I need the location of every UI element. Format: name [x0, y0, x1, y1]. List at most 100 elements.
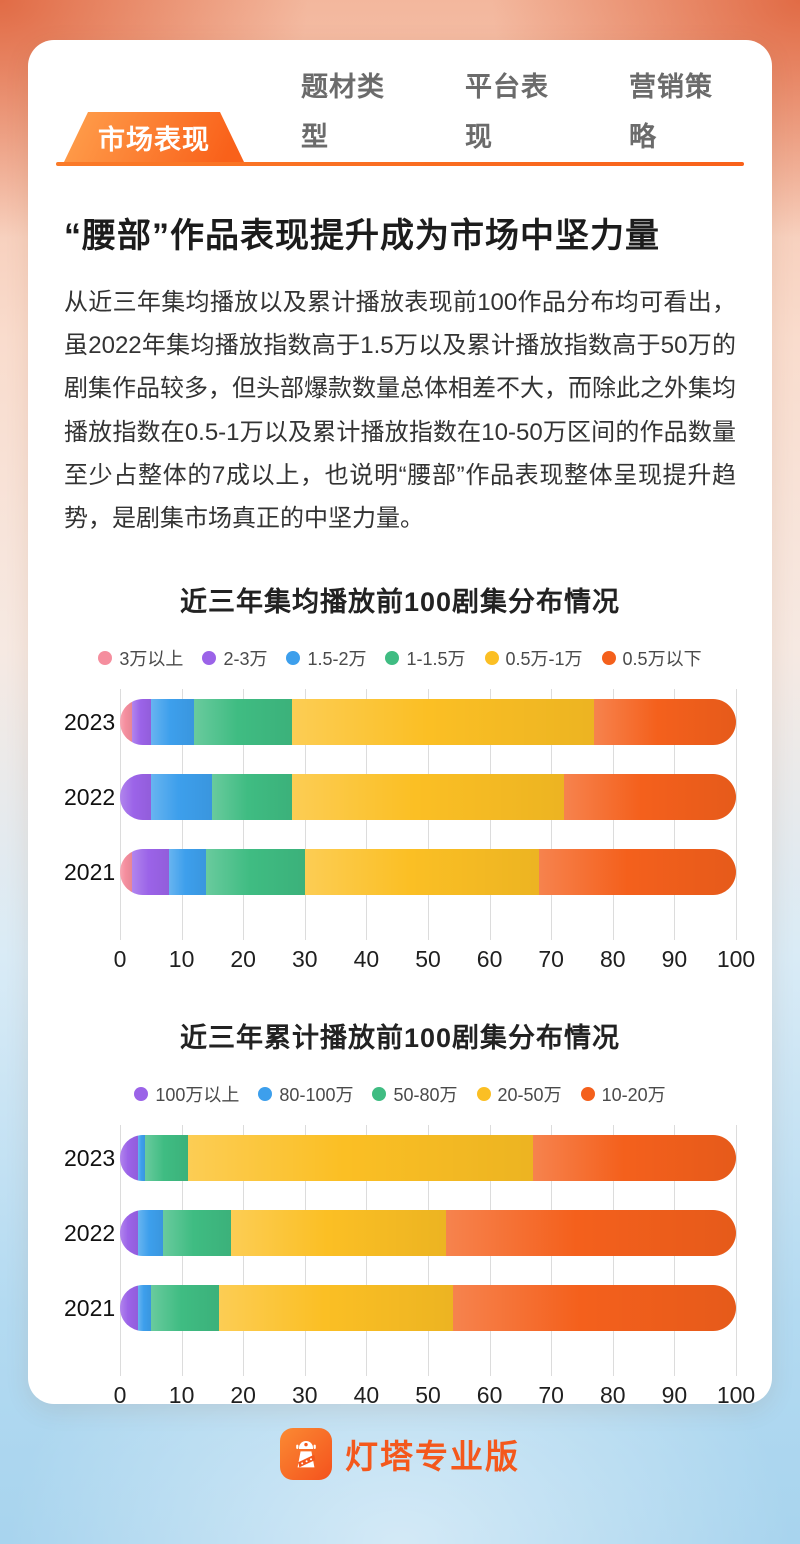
tab-2[interactable]: 平台表现 [465, 72, 549, 152]
x-axis-label: 10 [168, 1382, 195, 1404]
bar-segment [304, 849, 539, 896]
bar-segment [138, 1210, 164, 1257]
legend-swatch [484, 651, 499, 666]
legend-item: 20-50万 [476, 1081, 562, 1107]
tab-underline [56, 162, 744, 166]
x-axis: 0 10 20 30 40 50 60 70 80 90 100 [114, 946, 756, 976]
x-axis-label: 0 [113, 946, 127, 973]
x-axis: 0 10 20 30 40 50 60 70 80 90 100 [114, 1382, 756, 1404]
bar-segment [292, 774, 564, 821]
bar-segment [144, 1135, 188, 1182]
chart-legend: 3万以上 2-3万 1.5-2万 1-1.5万 0.5万-1万 0.5万以下 [64, 645, 736, 671]
y-axis-label: 2021 [64, 859, 116, 886]
legend-swatch [372, 1087, 387, 1102]
x-axis-label: 20 [230, 1382, 256, 1404]
chart-plot: 2023 2022 2021 [64, 1125, 737, 1377]
bar-segment [218, 1285, 453, 1332]
y-axis-label: 2023 [64, 1145, 116, 1172]
bar-segment [538, 849, 736, 896]
x-axis-label: 40 [353, 1382, 380, 1404]
legend-label: 80-100万 [279, 1085, 354, 1106]
tab-bar: 市场表现 题材类型 平台表现 营销策略 [64, 40, 736, 162]
legend-item: 50-80万 [372, 1081, 458, 1107]
legend-swatch [580, 1087, 595, 1102]
page-title: “腰部”作品表现提升成为市场中坚力量 [64, 217, 660, 255]
legend-label: 0.5万-1万 [505, 649, 583, 670]
legend-swatch [134, 1087, 149, 1102]
x-axis-label: 50 [415, 946, 441, 973]
legend-swatch [202, 651, 217, 666]
legend-label: 1-1.5万 [406, 649, 466, 670]
bar-segment [120, 1285, 139, 1332]
gridline [736, 689, 737, 941]
bar-segment [138, 1135, 145, 1182]
y-axis-label: 2022 [64, 1220, 116, 1247]
legend-label: 2-3万 [223, 649, 268, 670]
bar-row [120, 849, 736, 896]
legend-swatch [258, 1087, 273, 1102]
gridline [736, 1125, 737, 1377]
legend-item: 3万以上 [98, 645, 183, 671]
tab-3[interactable]: 营销策略 [629, 72, 713, 152]
tab-0[interactable]: 市场表现 [64, 112, 244, 162]
bar-segment [138, 1285, 152, 1332]
x-axis-label: 60 [476, 946, 503, 973]
bar-row [120, 1135, 736, 1182]
x-axis-label: 50 [415, 1382, 441, 1404]
summary-paragraph: 从近三年集均播放以及累计播放表现前100作品分布均可看出，虽2022年集均播放指… [64, 289, 736, 532]
bar-segment [150, 1285, 219, 1332]
legend-swatch [476, 1087, 491, 1102]
bar-segment [150, 699, 195, 746]
bar-segment [212, 774, 293, 821]
bar-segment [594, 699, 736, 746]
bar-segment [120, 699, 133, 746]
tab-1[interactable]: 题材类型 [301, 72, 385, 152]
bar-segment [120, 774, 151, 821]
legend-swatch [98, 651, 113, 666]
lighthouse-icon [296, 1441, 316, 1468]
bar-segment [230, 1210, 447, 1257]
x-axis-label: 40 [353, 946, 380, 973]
bar-segment [120, 1135, 139, 1182]
x-axis-label: 70 [538, 1382, 564, 1404]
plot-area [120, 689, 737, 941]
x-axis-label: 100 [716, 946, 756, 973]
bar-segment [163, 1210, 231, 1257]
bar-row [120, 1285, 736, 1332]
bar-segment [120, 1210, 139, 1257]
bar-row [120, 699, 736, 746]
x-axis-label: 10 [168, 946, 195, 973]
y-axis-labels: 2023 2022 2021 [64, 699, 120, 924]
legend-item: 80-100万 [258, 1081, 353, 1107]
legend-item: 1-1.5万 [385, 645, 466, 671]
bar-segment [532, 1135, 736, 1182]
legend-item: 1.5-2万 [286, 645, 366, 671]
plot-area [120, 1125, 737, 1377]
lighthouse-app-icon [280, 1428, 332, 1480]
bar-segment [120, 849, 133, 896]
bar-segment [132, 849, 170, 896]
brand-footer: 灯塔专业版 [0, 1428, 800, 1480]
bar-segment [452, 1285, 736, 1332]
bar-segment [169, 849, 207, 896]
legend-label: 100万以上 [155, 1085, 240, 1106]
legend-item: 10-20万 [580, 1081, 666, 1107]
x-axis-label: 70 [538, 946, 564, 973]
chart-title: 近三年集均播放前100剧集分布情况 [179, 587, 621, 618]
legend-item: 100万以上 [134, 1081, 239, 1107]
bar-segment [446, 1210, 736, 1257]
chart-legend: 100万以上 80-100万 50-80万 20-50万 10-20万 [64, 1081, 736, 1107]
legend-label: 50-80万 [393, 1085, 458, 1106]
bar-segment [150, 774, 213, 821]
brand-name: 灯塔专业版 [345, 1438, 520, 1475]
x-axis-label: 80 [600, 1382, 626, 1404]
y-axis-label: 2022 [64, 784, 116, 811]
bar-row [120, 1210, 736, 1257]
legend-swatch [601, 651, 616, 666]
x-axis-label: 30 [292, 946, 318, 973]
bar-segment [292, 699, 595, 746]
bar-segment [187, 1135, 533, 1182]
chart-total-play-distribution: 近三年累计播放前100剧集分布情况 100万以上 80-100万 50-80万 20-… [64, 1016, 756, 1404]
legend-swatch [286, 651, 301, 666]
legend-item: 0.5万-1万 [484, 645, 583, 671]
